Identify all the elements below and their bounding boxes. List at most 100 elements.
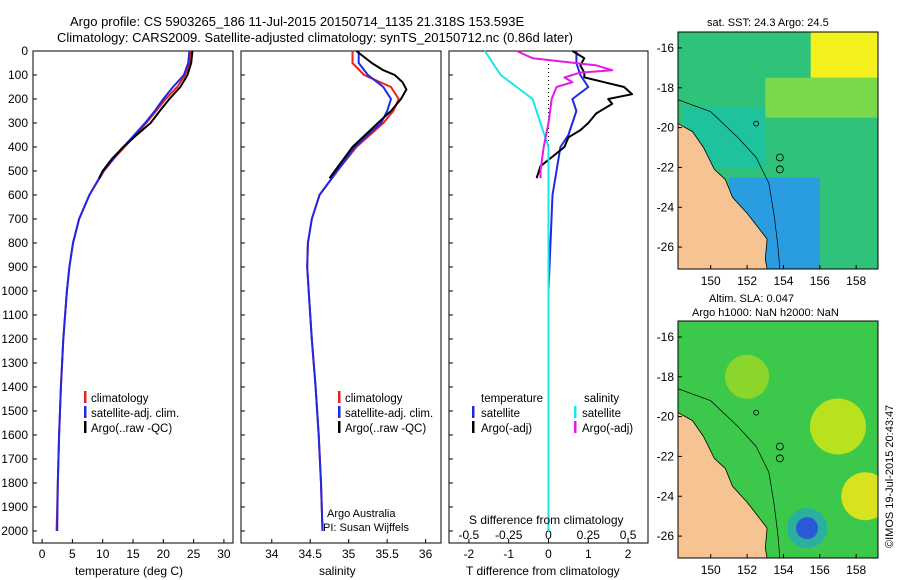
lat-tick-label: -16: [657, 330, 675, 344]
sla-map-title-2: Argo h1000: NaN h2000: NaN: [692, 307, 839, 319]
x-tick-label: 15: [126, 547, 140, 561]
legend-label: Argo(-adj): [481, 423, 532, 435]
y-tick-label: 0: [21, 44, 28, 58]
shelf-contour: [678, 388, 781, 558]
high-patch: [841, 472, 878, 521]
legend-swatch-argo: [84, 421, 87, 433]
reef-marker: [753, 409, 760, 416]
series-line: [328, 50, 408, 179]
x2-tick-label: 0: [545, 528, 552, 542]
y-tick-label: 800: [8, 236, 28, 250]
reef-marker: [775, 153, 784, 162]
lat-tick-label: -20: [657, 121, 675, 135]
pi-label: PI: Susan Wijffels: [323, 522, 409, 534]
shelf-contour: [678, 99, 781, 269]
x2-tick-label: -0.5: [459, 528, 480, 542]
x-tick-label: 2: [625, 547, 632, 561]
y-tick-label: 600: [8, 188, 28, 202]
legend-label: Argo(..raw -QC): [345, 423, 426, 435]
legend-label: satellite: [481, 408, 520, 420]
lat-tick-label: -22: [657, 160, 675, 174]
lat-tick-label: -26: [657, 240, 675, 254]
high-patch: [810, 398, 866, 455]
legend-swatch-satellite: [338, 406, 341, 418]
x-tick-label: 35: [342, 547, 356, 561]
x2-tick-label: -0.25: [495, 528, 523, 542]
y-tick-label: 200: [8, 92, 28, 106]
high-patch: [725, 354, 770, 399]
title-line-2: Climatology: CARS2009. Satellite-adjuste…: [57, 30, 573, 45]
credit-label: ©IMOS 19-Jul-2015 20:43:47: [884, 405, 896, 548]
legend-swatch-s-satellite: [574, 406, 577, 418]
lat-tick-label: -18: [657, 81, 675, 95]
y-tick-label: 900: [8, 260, 28, 274]
y-tick-label: 1000: [1, 284, 28, 298]
temperature-legend: climatology satellite-adj. clim. Argo(..…: [84, 391, 179, 435]
x-tick-label: 0: [39, 547, 46, 561]
y-tick-label: 2000: [1, 524, 28, 538]
x2-tick-label: 0.5: [620, 528, 637, 542]
y-tick-label: 700: [8, 212, 28, 226]
s-difference-label: S difference from climatology: [469, 513, 624, 527]
x-tick-label: 5: [69, 547, 76, 561]
temperature-panel: [32, 50, 234, 544]
salinity-legend: climatology satellite-adj. clim. Argo(..…: [338, 391, 433, 435]
y-tick-label: 300: [8, 116, 28, 130]
x-tick-label: 25: [187, 547, 201, 561]
y-tick-label: 1300: [1, 356, 28, 370]
y-tick-label: 1900: [1, 500, 28, 514]
lon-tick-label: 158: [846, 274, 866, 288]
x-tick-label: -1: [503, 547, 514, 561]
x-tick-label: -2: [464, 547, 475, 561]
sla-map-title-1: Altim. SLA: 0.047: [709, 293, 794, 305]
series-line: [306, 51, 392, 532]
lon-tick-label: 158: [846, 563, 866, 577]
legend-label: satellite-adj. clim.: [91, 408, 179, 420]
lat-tick-label: -16: [657, 41, 675, 55]
legend-label: satellite: [582, 408, 621, 420]
warm-patch: [765, 77, 878, 118]
lon-tick-label: 150: [701, 563, 721, 577]
lat-tick-label: -26: [657, 529, 675, 543]
y-tick-label: 1600: [1, 428, 28, 442]
difference-plot: -2 -1 0 1 2 -0.5 -0.25 0 0.25 0.5: [449, 50, 637, 561]
legend-swatch-climatology: [338, 391, 341, 403]
sla-map: -16 -18 -20 -22 -24 -26 150 152 154 156 158: [657, 320, 879, 577]
map-frame: [677, 31, 879, 270]
difference-legend: temperature salinity satellite Argo(-adj…: [472, 393, 633, 435]
lat-tick-label: -24: [657, 200, 675, 214]
legend-swatch-argo: [338, 421, 341, 433]
legend-label: climatology: [345, 393, 403, 405]
lon-tick-label: 156: [810, 563, 830, 577]
lat-tick-label: -18: [657, 370, 675, 384]
y-tick-label: 100: [8, 68, 28, 82]
x-axis-label-temperature: temperature (deg C): [75, 564, 183, 578]
x-tick-label: 35.5: [375, 547, 399, 561]
lon-tick-label: 154: [773, 274, 793, 288]
lon-tick-label: 150: [701, 274, 721, 288]
x-tick-label: 0: [545, 547, 552, 561]
map-layer: [678, 32, 878, 269]
reef-marker: [753, 120, 760, 127]
x2-tick-label: 0.25: [577, 528, 601, 542]
title-line-1: Argo profile: CS 5903265_186 11-Jul-2015…: [70, 14, 524, 29]
series-line: [516, 50, 614, 179]
lat-tick-label: -22: [657, 449, 675, 463]
lat-tick-label: -20: [657, 410, 675, 424]
y-tick-label: 1400: [1, 380, 28, 394]
sst-map: -16 -18 -20 -22 -24 -26 150 152 154 156 158: [657, 31, 879, 288]
y-tick-label: 1100: [2, 308, 28, 322]
salinity-plot: 34 34.5 35 35.5 36: [241, 50, 433, 561]
x-tick-label: 20: [157, 547, 171, 561]
legend-swatch-climatology: [84, 391, 87, 403]
x-axis-label-salinity: salinity: [319, 564, 356, 578]
lon-tick-label: 156: [810, 274, 830, 288]
legend-swatch-satellite: [84, 406, 87, 418]
legend-label: Argo(-adj): [582, 423, 633, 435]
series-line: [98, 50, 194, 179]
sst-map-title: sat. SST: 24.3 Argo: 24.5: [707, 17, 829, 29]
temperature-plot: 0100200300400500600700800900100011001200…: [1, 44, 231, 561]
y-tick-label: 500: [8, 164, 28, 178]
salinity-panel: [240, 50, 442, 544]
